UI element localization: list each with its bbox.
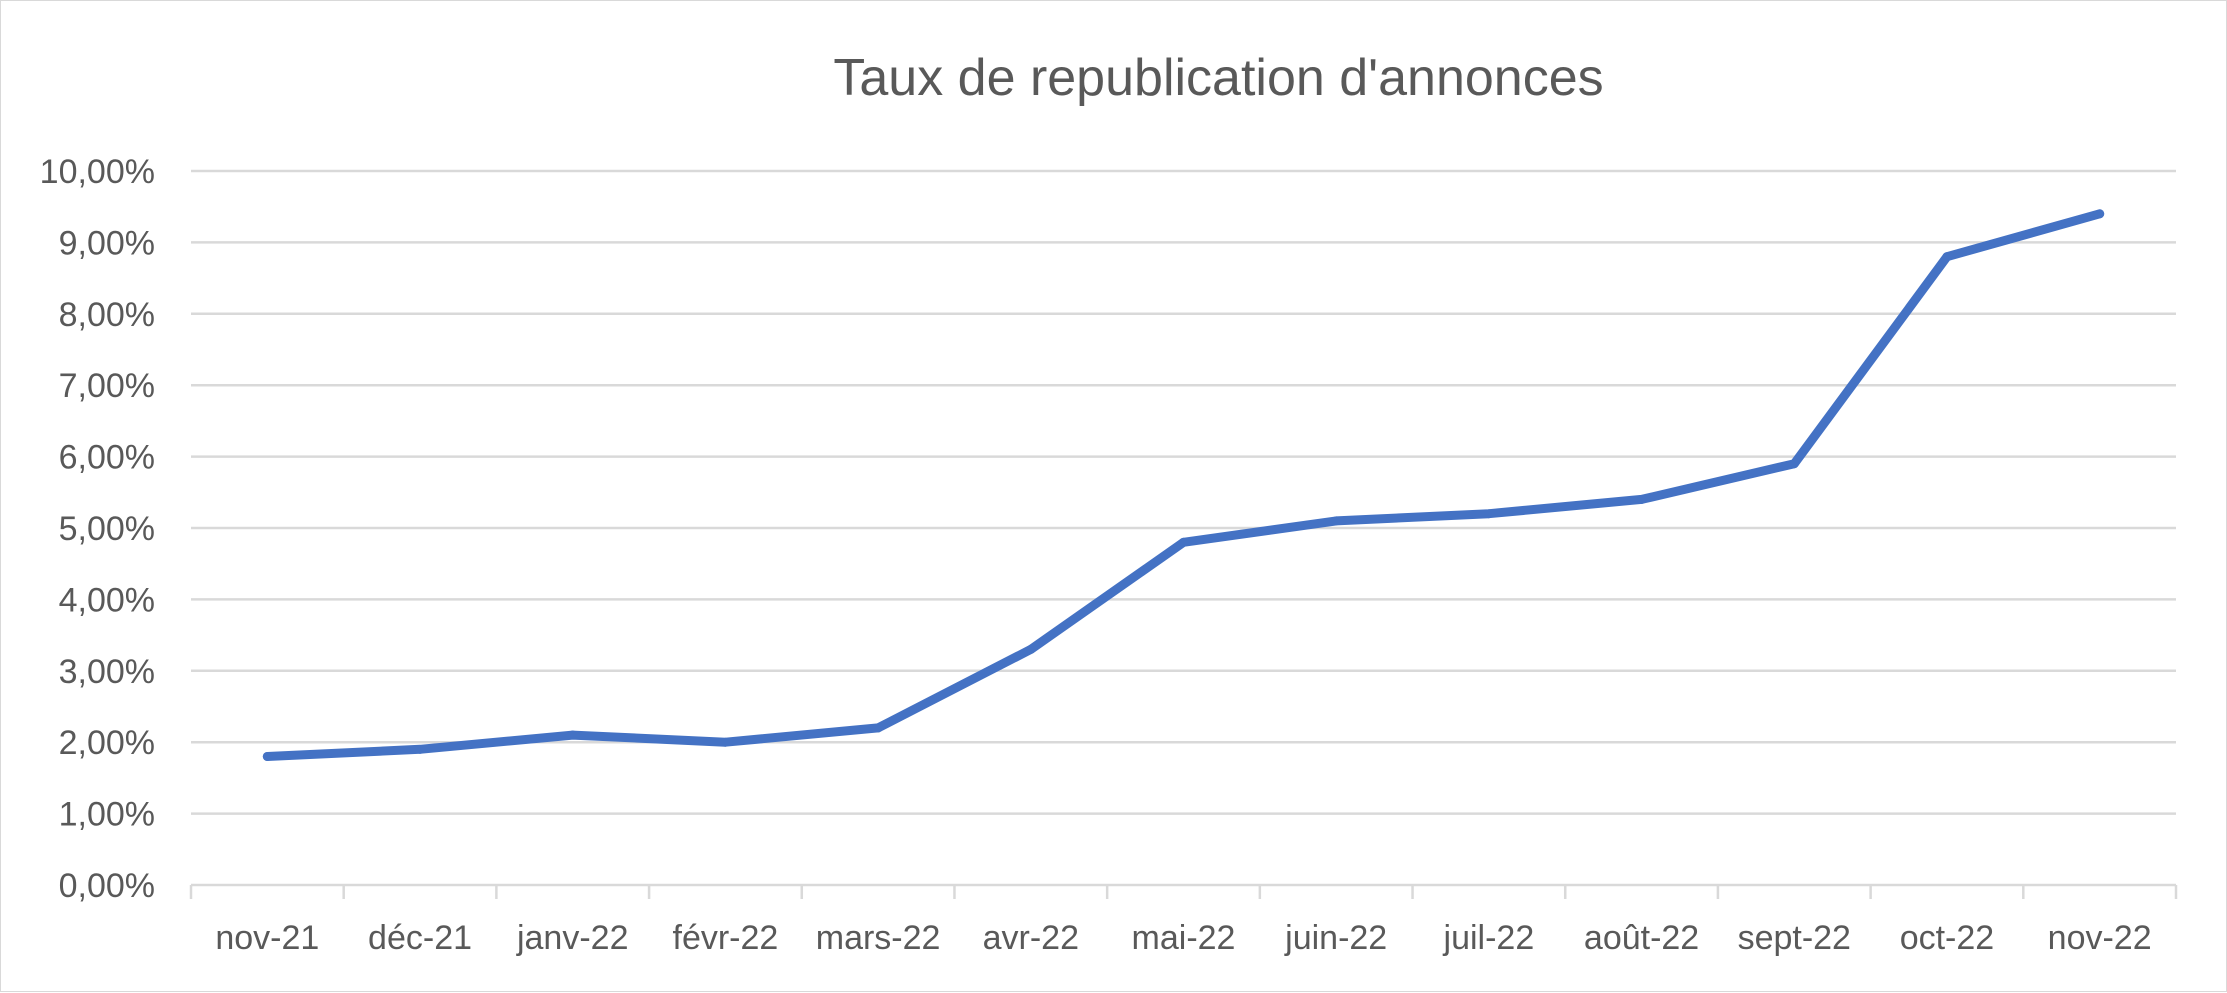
data-point — [873, 723, 883, 733]
data-point — [1637, 494, 1647, 504]
data-point — [1179, 537, 1188, 547]
data-point — [720, 737, 730, 747]
y-tick-label: 10,00% — [40, 153, 155, 191]
series-line — [262, 209, 2105, 761]
series-layer — [262, 209, 2105, 761]
x-tick-label: juin-22 — [1284, 919, 1387, 957]
y-tick-label: 6,00% — [59, 439, 155, 477]
x-tick-label: avr-22 — [983, 919, 1079, 957]
data-point — [1484, 509, 1494, 519]
data-point — [1942, 252, 1952, 262]
y-tick-label: 3,00% — [59, 653, 155, 691]
data-point — [415, 744, 425, 754]
x-tick-label: déc-21 — [368, 919, 472, 957]
x-tick-label: mars-22 — [816, 919, 941, 957]
x-tick-label: juil-22 — [1443, 919, 1535, 957]
x-tick-label: janv-22 — [516, 919, 629, 957]
x-axis: nov-21 déc-21 janv-22 févr-22 mars-22 avr-22 m… — [189, 883, 2178, 957]
y-tick-label: 0,00% — [59, 867, 155, 905]
y-tick-label: 9,00% — [59, 224, 155, 262]
y-tick-label: 4,00% — [59, 581, 155, 619]
gridlines — [191, 169, 2176, 815]
data-point — [2095, 209, 2105, 219]
y-tick-label: 2,00% — [59, 724, 155, 762]
x-tick-label: nov-22 — [2048, 919, 2152, 957]
x-tick-label: févr-22 — [673, 919, 779, 957]
x-tick-label: nov-21 — [215, 919, 319, 957]
y-tick-label: 1,00% — [59, 796, 155, 834]
data-point — [1026, 644, 1036, 654]
y-axis: 0,00% 1,00% 2,00% 3,00% 4,00% 5,00% 6,00% 7,00%… — [40, 153, 155, 905]
data-point — [1789, 459, 1799, 469]
data-point — [262, 751, 272, 761]
y-tick-label: 7,00% — [59, 367, 155, 405]
x-tick-label: oct-22 — [1900, 919, 1995, 957]
data-point — [568, 730, 578, 740]
x-tick-label: mai-22 — [1132, 919, 1236, 957]
y-tick-label: 5,00% — [59, 510, 155, 548]
y-tick-label: 8,00% — [59, 296, 155, 334]
data-point — [1331, 516, 1341, 526]
x-tick-label: août-22 — [1584, 919, 1699, 957]
chart-title: Taux de republication d'annonces — [833, 49, 1603, 107]
x-tick-label: sept-22 — [1738, 919, 1851, 957]
